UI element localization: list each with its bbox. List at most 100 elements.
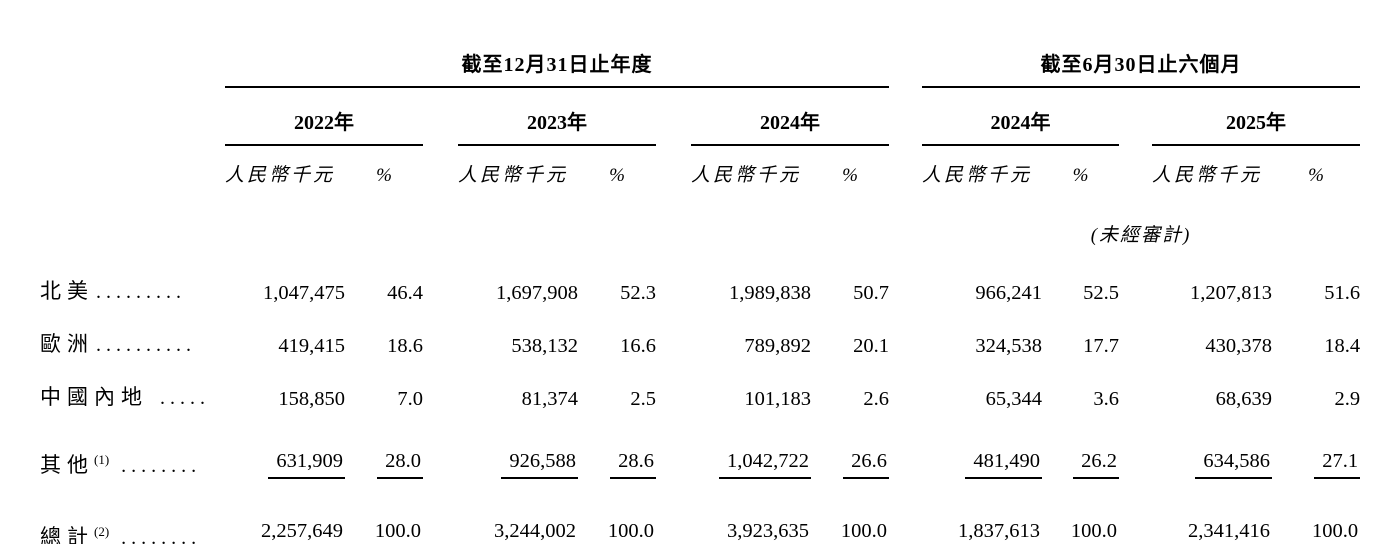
column-gap [889, 145, 922, 194]
section-header-annual: 截至12月31日止年度 [225, 42, 889, 88]
table-row-mainland-china: 中國內地 ..... 158,850 7.0 81,374 2.5 101,18… [40, 364, 1360, 417]
percent-cell: 52.5 [1083, 282, 1119, 304]
value-cell: 101,183 [744, 388, 811, 410]
dot-leader: .......... [96, 334, 196, 356]
table-row-north-america: 北美......... 1,047,475 46.4 1,697,908 52.… [40, 258, 1360, 311]
column-gap [889, 311, 922, 364]
unit-header: 人民幣千元 [922, 165, 1033, 186]
value-cell: 158,850 [278, 388, 345, 410]
total-percent-cell: 100.0 [1272, 485, 1360, 544]
revenue-by-region-table: 截至12月31日止年度 截至6月30日止六個月 2022年 2023年 2024… [40, 42, 1361, 544]
row-label-cell: 歐洲.......... [40, 311, 225, 364]
percent-header: % [1308, 165, 1324, 186]
value-cell: 1,697,908 [496, 282, 578, 304]
total-percent-cell: 100.0 [345, 485, 423, 544]
column-gap [656, 258, 691, 311]
percent-cell: 27.1 [1272, 417, 1361, 485]
percent-cell: 20.1 [853, 335, 889, 357]
value-cell: 1,042,722 [691, 417, 811, 485]
unaudited-note: (未經審計) [1090, 224, 1192, 246]
total-value-cell: 2,257,649 [225, 485, 345, 544]
value-cell: 1,047,475 [263, 282, 345, 304]
percent-cell: 52.3 [620, 282, 656, 304]
underlined-value: 1,042,722 [719, 450, 811, 479]
row-label: 北美 [40, 279, 94, 303]
percent-header: % [1072, 165, 1089, 186]
row-label: 歐洲 [40, 332, 94, 356]
corner-blank [40, 42, 225, 87]
value-cell: 789,892 [744, 335, 811, 357]
percent-cell: 3.6 [1093, 388, 1119, 410]
percent-cell: 2.5 [630, 388, 656, 410]
footnote-ref: (1) [94, 452, 110, 467]
percent-cell: 46.4 [387, 282, 423, 304]
percent-cell: 7.0 [397, 388, 423, 410]
row-label: 總計 [40, 525, 94, 544]
column-gap [1119, 258, 1152, 311]
percent-cell: 26.2 [1042, 417, 1119, 485]
percent-header: % [376, 165, 392, 186]
underlined-value: 27.1 [1314, 450, 1361, 479]
double-underlined-value: 2,341,416 [1180, 520, 1272, 544]
row-label: 中國內地 [40, 385, 148, 409]
dot-leader: ......... [96, 281, 186, 303]
underlined-value: 631,909 [268, 450, 345, 479]
percent-cell: 18.4 [1324, 335, 1361, 357]
value-cell: 419,415 [278, 335, 345, 357]
blank-cell [40, 194, 922, 258]
value-cell: 1,207,813 [1190, 282, 1272, 304]
dot-leader: ..... [150, 387, 210, 409]
double-underlined-value: 100.0 [833, 520, 889, 544]
corner-blank [40, 145, 225, 194]
column-gap [656, 145, 691, 194]
percent-cell: 26.6 [811, 417, 889, 485]
total-percent-cell: 100.0 [811, 485, 889, 544]
column-gap [423, 417, 458, 485]
table-row-total: 總計(2) ........ 2,257,649 100.0 3,244,002… [40, 485, 1360, 544]
column-gap [423, 364, 458, 417]
value-cell: 631,909 [225, 417, 345, 485]
column-gap [889, 417, 922, 485]
column-gap [1119, 417, 1152, 485]
double-underlined-value: 100.0 [1304, 520, 1360, 544]
footnote-ref: (2) [94, 524, 110, 539]
percent-cell: 18.6 [387, 335, 423, 357]
percent-cell: 2.6 [863, 388, 889, 410]
percent-cell: 16.6 [620, 335, 656, 357]
underlined-value: 926,588 [501, 450, 578, 479]
total-value-cell: 3,244,002 [458, 485, 578, 544]
double-underlined-value: 2,257,649 [253, 520, 345, 544]
underlined-value: 634,586 [1195, 450, 1272, 479]
column-gap [423, 87, 458, 145]
value-cell: 481,490 [922, 417, 1042, 485]
unit-header: 人民幣千元 [225, 165, 336, 186]
column-gap [656, 87, 691, 145]
column-gap [889, 364, 922, 417]
underlined-value: 28.6 [610, 450, 656, 479]
underlined-value: 26.2 [1073, 450, 1119, 479]
unit-header-row: 人民幣千元 % 人民幣千元 % 人民幣千元 % 人民幣千元 % 人民幣千元 % [40, 145, 1360, 194]
unit-header: 人民幣千元 [1152, 165, 1263, 186]
row-label-cell: 中國內地 ..... [40, 364, 225, 417]
underlined-value: 481,490 [965, 450, 1042, 479]
unit-header: 人民幣千元 [458, 165, 569, 186]
column-gap [1119, 145, 1152, 194]
row-label-cell: 其他(1) ........ [40, 417, 225, 485]
value-cell: 65,344 [985, 388, 1042, 410]
column-gap [423, 485, 458, 544]
percent-cell: 28.6 [578, 417, 656, 485]
double-underlined-value: 1,837,613 [950, 520, 1042, 544]
corner-blank [40, 87, 225, 145]
value-cell: 538,132 [511, 335, 578, 357]
row-label-cell: 北美......... [40, 258, 225, 311]
column-gap [889, 258, 922, 311]
row-label: 其他 [40, 453, 94, 477]
column-gap [656, 417, 691, 485]
total-value-cell: 3,923,635 [691, 485, 811, 544]
table-row-europe: 歐洲.......... 419,415 18.6 538,132 16.6 7… [40, 311, 1360, 364]
value-cell: 634,586 [1152, 417, 1272, 485]
dot-leader: ........ [111, 527, 202, 544]
column-gap [1119, 311, 1152, 364]
total-value-cell: 1,837,613 [922, 485, 1042, 544]
total-percent-cell: 100.0 [578, 485, 656, 544]
